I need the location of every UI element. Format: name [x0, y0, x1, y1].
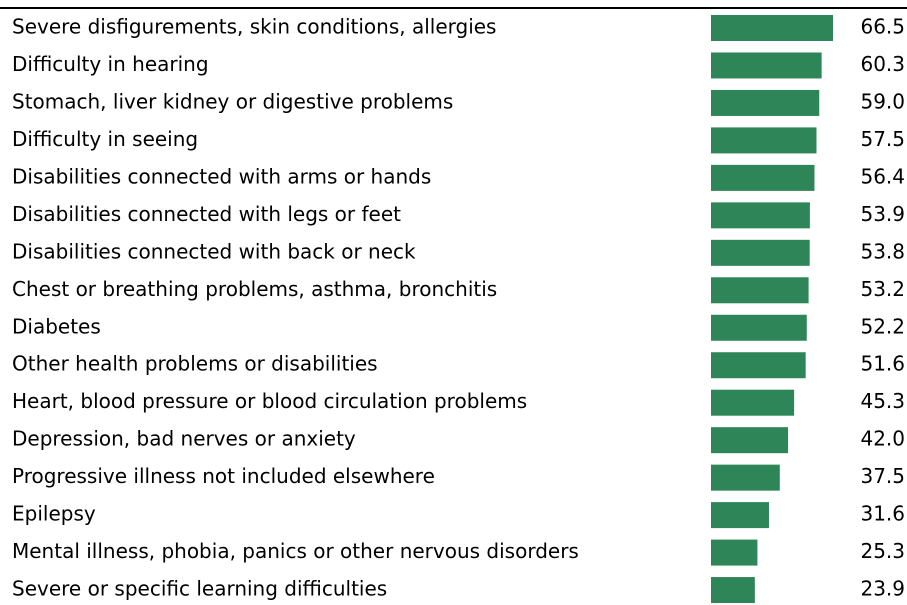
category-label: Severe or specific learning difficulties [12, 577, 387, 601]
category-label: Difficulty in hearing [12, 52, 209, 76]
category-label: Disabilities connected with arms or hand… [12, 164, 431, 188]
bar [711, 164, 815, 191]
value-label: 37.5 [860, 464, 905, 488]
value-label: 42.0 [860, 427, 905, 451]
value-label: 51.6 [860, 352, 905, 376]
category-label: Stomach, liver kidney or digestive probl… [12, 89, 453, 113]
top-rule [0, 7, 907, 9]
value-label: 53.2 [860, 277, 905, 301]
category-label: Other health problems or disabilities [12, 352, 378, 376]
bar [711, 314, 807, 341]
category-label: Mental illness, phobia, panics or other … [12, 539, 579, 563]
category-label: Chest or breathing problems, asthma, bro… [12, 277, 497, 301]
bar [711, 577, 755, 604]
category-label: Heart, blood pressure or blood circulati… [12, 389, 527, 413]
value-label: 45.3 [860, 389, 905, 413]
bar [711, 277, 809, 304]
category-label: Diabetes [12, 314, 101, 338]
bar [711, 52, 822, 79]
bar [711, 15, 833, 41]
value-label: 60.3 [860, 52, 905, 76]
category-label: Disabilities connected with legs or feet [12, 202, 401, 226]
value-label: 25.3 [860, 539, 905, 563]
value-label: 53.8 [860, 239, 905, 263]
bar [711, 202, 810, 229]
bar [711, 502, 769, 529]
value-label: 66.5 [860, 15, 905, 39]
value-label: 56.4 [860, 164, 905, 188]
value-label: 57.5 [860, 127, 905, 151]
category-label: Progressive illness not included elsewhe… [12, 464, 435, 488]
bar [711, 127, 817, 154]
bar [711, 239, 810, 266]
value-label: 59.0 [860, 89, 905, 113]
bar [711, 539, 758, 566]
category-label: Severe disfigurements, skin conditions, … [12, 15, 496, 39]
bar [711, 464, 780, 491]
bar [711, 89, 820, 116]
value-label: 52.2 [860, 314, 905, 338]
bar [711, 427, 789, 454]
bar [711, 389, 795, 416]
category-label: Disabilities connected with back or neck [12, 239, 416, 263]
category-label: Difficulty in seeing [12, 127, 198, 151]
category-label: Epilepsy [12, 502, 96, 526]
category-label: Depression, bad nerves or anxiety [12, 427, 356, 451]
bar [711, 352, 806, 379]
value-label: 23.9 [860, 577, 905, 601]
value-label: 53.9 [860, 202, 905, 226]
value-label: 31.6 [860, 502, 905, 526]
